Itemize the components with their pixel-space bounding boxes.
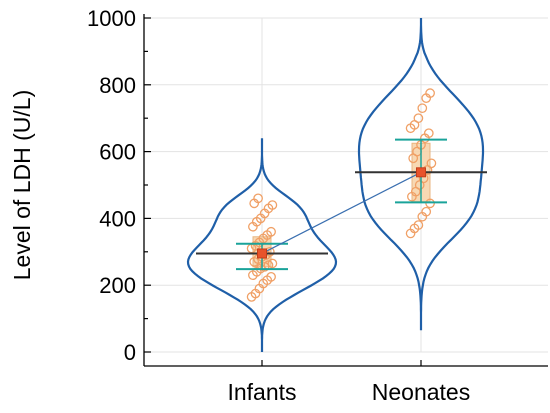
tick-labels: 0 200 400 600 800 1000 Infants Neonates xyxy=(87,6,470,405)
data-point xyxy=(417,103,428,114)
y-tick-label: 200 xyxy=(99,273,136,298)
y-axis-title: Level of LDH (U/L) xyxy=(9,90,35,280)
data-point xyxy=(426,158,437,169)
iqr-boxes xyxy=(252,142,431,268)
axes xyxy=(143,14,548,367)
data-point xyxy=(413,113,424,124)
y-tick-label: 400 xyxy=(99,206,136,231)
mean-marker-neonates xyxy=(416,167,426,178)
x-tick-label-infants: Infants xyxy=(227,379,296,405)
data-point xyxy=(425,88,435,99)
data-point xyxy=(423,128,434,139)
y-tick-label: 0 xyxy=(124,340,136,365)
x-tick-label-neonates: Neonates xyxy=(372,379,470,405)
y-tick-label: 800 xyxy=(99,73,136,98)
y-tick-label: 1000 xyxy=(87,6,136,31)
violins xyxy=(186,18,485,352)
mean-marker-infants xyxy=(257,248,267,259)
violin-neonates xyxy=(357,18,485,331)
data-point xyxy=(421,206,432,217)
data-point xyxy=(266,271,276,282)
mean-connector-line xyxy=(261,171,422,255)
data-point xyxy=(253,193,263,204)
summary-stats xyxy=(196,138,487,271)
y-tick-label: 600 xyxy=(99,140,136,165)
grid-lines xyxy=(144,17,548,353)
data-point xyxy=(267,200,278,210)
violin-infants xyxy=(186,138,338,352)
data-point xyxy=(413,220,424,230)
data-point xyxy=(266,226,276,237)
data-point xyxy=(267,258,278,269)
data-point xyxy=(425,198,435,209)
